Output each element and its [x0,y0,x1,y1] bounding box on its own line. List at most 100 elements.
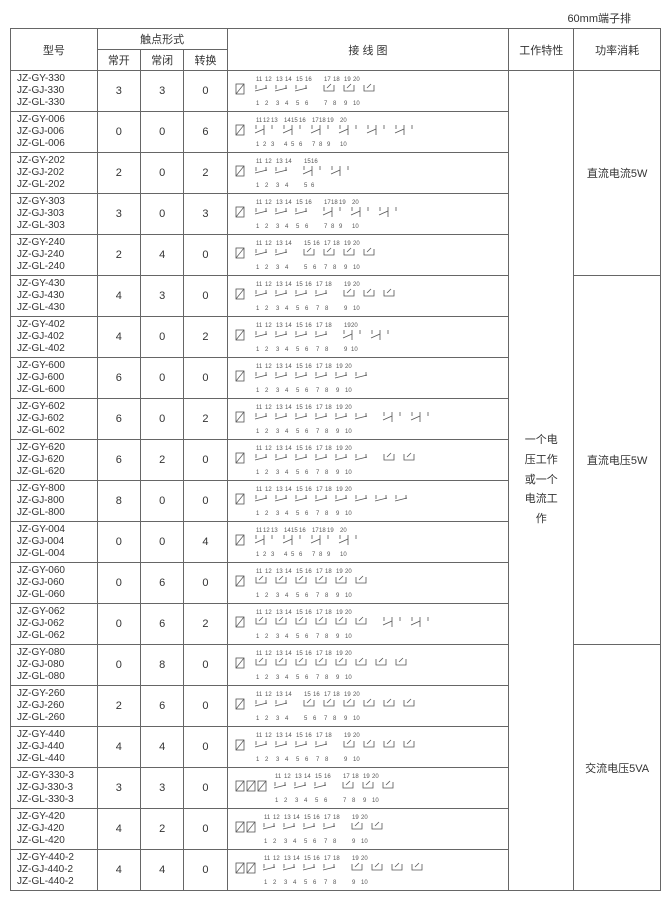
svg-text:8: 8 [325,634,329,639]
svg-text:4: 4 [285,593,289,598]
model-cell: JZ-GY-240JZ-GJ-240JZ-GL-240 [11,235,98,276]
svg-text:4: 4 [285,470,289,475]
svg-text:7: 7 [312,552,316,557]
svg-text:6: 6 [305,757,309,762]
power-consumption: 直流电压5W [574,276,661,645]
svg-text:6: 6 [313,880,317,885]
svg-text:16: 16 [305,487,312,493]
svg-text:20: 20 [340,528,347,534]
svg-text:13: 13 [276,323,283,329]
svg-text:8: 8 [325,757,329,762]
spec-table: 型号 触点形式 接 线 图 工作特性 功率消耗 常开 常闭 转换 JZ-GY-3… [10,28,661,891]
svg-text:16: 16 [299,528,306,534]
svg-text:11: 11 [256,364,263,370]
svg-text:17: 17 [316,282,323,288]
svg-text:14: 14 [285,159,292,165]
svg-text:11: 11 [256,77,263,83]
wiring-diagram: 111212 131434 151656 171878 1920910 [227,358,509,399]
contact-co: 0 [184,809,227,850]
svg-text:6: 6 [313,716,317,721]
svg-text:10: 10 [372,798,379,803]
svg-text:10: 10 [353,757,360,762]
svg-text:15: 15 [296,610,303,616]
svg-text:9: 9 [344,265,348,270]
svg-text:10: 10 [345,511,352,516]
svg-text:18: 18 [333,77,340,83]
svg-text:16: 16 [313,856,320,862]
svg-text:3: 3 [276,470,280,475]
svg-text:4: 4 [285,511,289,516]
contact-nc: 6 [140,604,183,645]
svg-text:2: 2 [265,224,269,229]
svg-text:3: 3 [276,347,280,352]
wiring-diagram: 111212 131434 151656 171878 1920910 [227,645,509,686]
svg-text:15: 15 [304,815,311,821]
svg-text:11: 11 [256,159,263,165]
svg-text:4: 4 [285,757,289,762]
contact-no: 3 [97,194,140,235]
svg-text:11: 11 [256,528,263,534]
svg-text:3: 3 [276,429,280,434]
svg-text:20: 20 [345,446,352,452]
wiring-diagram: 111212 131434 151656 171878 1920910 [227,604,509,645]
model-cell: JZ-GY-080JZ-GJ-080JZ-GL-080 [11,645,98,686]
svg-text:7: 7 [316,675,320,680]
svg-text:9: 9 [327,552,331,557]
model-cell: JZ-GY-330JZ-GJ-330JZ-GL-330 [11,71,98,112]
svg-text:5: 5 [296,224,300,229]
svg-text:14: 14 [293,815,300,821]
svg-text:3: 3 [295,798,299,803]
contact-nc: 0 [140,317,183,358]
svg-text:12: 12 [273,815,280,821]
contact-no: 4 [97,317,140,358]
svg-text:7: 7 [316,511,320,516]
svg-text:8: 8 [325,511,329,516]
svg-text:11: 11 [256,651,263,657]
svg-text:1: 1 [275,798,279,803]
contact-co: 0 [184,727,227,768]
svg-text:14: 14 [285,692,292,698]
svg-text:4: 4 [285,224,289,229]
svg-text:8: 8 [325,347,329,352]
svg-text:3: 3 [276,675,280,680]
svg-text:2: 2 [265,101,269,106]
svg-text:20: 20 [353,241,360,247]
svg-text:13: 13 [276,692,283,698]
svg-text:3: 3 [276,634,280,639]
svg-text:8: 8 [319,552,323,557]
model-cell: JZ-GY-060JZ-GJ-060JZ-GL-060 [11,563,98,604]
svg-text:12: 12 [265,200,272,206]
svg-text:13: 13 [276,241,283,247]
contact-no: 2 [97,153,140,194]
svg-text:1: 1 [256,757,260,762]
svg-text:6: 6 [311,183,315,188]
svg-text:13: 13 [295,774,302,780]
svg-text:11: 11 [256,487,263,493]
svg-text:14: 14 [285,364,292,370]
header-co: 转换 [184,50,227,71]
svg-text:19: 19 [336,364,343,370]
svg-text:17: 17 [316,364,323,370]
svg-text:9: 9 [336,634,340,639]
wiring-diagram: 111212 131434 151656 171878 1920910 [227,481,509,522]
svg-text:20: 20 [345,651,352,657]
svg-text:7: 7 [316,347,320,352]
svg-text:19: 19 [344,733,351,739]
svg-text:12: 12 [265,364,272,370]
svg-text:4: 4 [285,101,289,106]
contact-co: 0 [184,276,227,317]
svg-text:15: 15 [296,733,303,739]
svg-text:20: 20 [340,118,347,124]
svg-text:3: 3 [276,757,280,762]
svg-text:4: 4 [293,880,297,885]
svg-text:4: 4 [285,183,289,188]
svg-text:17: 17 [316,446,323,452]
svg-text:1: 1 [256,224,260,229]
svg-text:16: 16 [305,323,312,329]
svg-text:6: 6 [305,511,309,516]
svg-text:9: 9 [344,716,348,721]
svg-text:12: 12 [265,569,272,575]
svg-text:11: 11 [256,200,263,206]
svg-text:18: 18 [325,282,332,288]
svg-text:5: 5 [296,757,300,762]
